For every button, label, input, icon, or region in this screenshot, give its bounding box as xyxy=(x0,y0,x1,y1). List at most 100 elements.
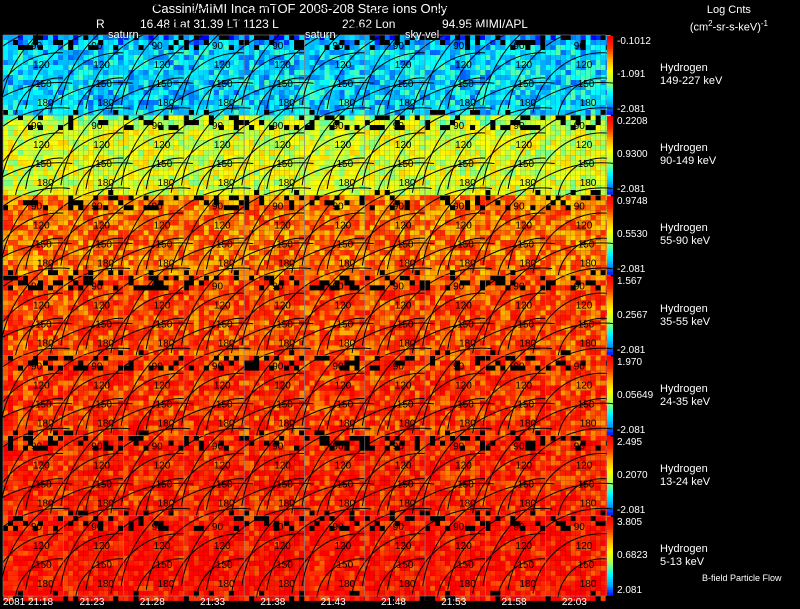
pixel xyxy=(374,105,380,110)
pixel xyxy=(299,65,305,70)
pixel xyxy=(369,55,375,60)
pixel xyxy=(550,80,556,85)
pixel xyxy=(148,80,154,85)
pixel xyxy=(384,120,390,126)
pixel xyxy=(193,100,199,105)
pixel xyxy=(233,110,239,115)
pixel xyxy=(178,135,184,141)
pixel xyxy=(58,215,63,221)
pixel xyxy=(329,45,335,50)
pixel xyxy=(198,185,204,191)
pixel xyxy=(575,80,581,85)
pixel xyxy=(440,150,446,156)
pixel xyxy=(440,45,446,50)
pixel xyxy=(168,40,174,45)
colorbar-step xyxy=(607,90,613,94)
pixel xyxy=(58,250,63,256)
pixel xyxy=(359,135,365,141)
pixel xyxy=(394,45,400,50)
pixel xyxy=(369,45,375,50)
pixel xyxy=(475,35,481,40)
pixel xyxy=(254,130,260,136)
pixel xyxy=(525,170,531,176)
pixel xyxy=(294,135,300,141)
pixel xyxy=(3,40,8,45)
pixel xyxy=(339,60,345,65)
pixel xyxy=(344,80,350,85)
pixel xyxy=(319,110,325,115)
pixel xyxy=(530,170,536,176)
pixel xyxy=(435,45,441,50)
pixel xyxy=(113,145,119,151)
contour-line xyxy=(376,77,427,117)
pixel xyxy=(173,145,179,151)
pixel xyxy=(78,150,84,156)
pixel xyxy=(349,60,355,65)
pixel xyxy=(440,190,446,196)
pixel xyxy=(274,70,280,75)
pixel xyxy=(595,115,601,121)
pixel xyxy=(108,95,114,100)
pixel xyxy=(259,120,265,126)
pixel xyxy=(319,185,325,191)
pixel xyxy=(505,160,511,166)
pixel xyxy=(48,125,53,131)
pixel xyxy=(178,145,184,151)
pixel xyxy=(163,35,169,40)
pixel xyxy=(565,70,571,75)
pixel xyxy=(314,175,320,181)
pixel xyxy=(329,155,335,161)
contour-line xyxy=(60,2,193,106)
pixel xyxy=(264,35,270,40)
contour-line xyxy=(266,27,372,109)
pixel xyxy=(515,55,521,60)
pixel xyxy=(138,120,144,126)
pixel xyxy=(284,55,290,60)
pixel xyxy=(203,75,209,80)
pixel xyxy=(284,50,290,55)
pixel xyxy=(354,135,360,141)
pixel xyxy=(254,160,260,166)
pixel xyxy=(48,75,53,80)
pixel xyxy=(228,65,234,70)
pixel xyxy=(153,115,159,121)
pixel xyxy=(500,120,506,126)
pixel xyxy=(590,35,596,40)
pixel xyxy=(595,100,601,105)
pixel xyxy=(399,40,405,45)
pixel xyxy=(374,45,380,50)
pixel xyxy=(374,150,380,156)
pixel xyxy=(430,190,436,196)
colorbar-step xyxy=(607,85,613,89)
pixel xyxy=(48,205,53,211)
pixel xyxy=(505,35,511,40)
pixel xyxy=(324,115,330,121)
pixel xyxy=(218,60,224,65)
pixel xyxy=(419,40,425,45)
pixel xyxy=(203,95,209,100)
contour-line xyxy=(557,77,608,117)
pixel xyxy=(18,240,23,246)
pixel xyxy=(304,145,310,151)
pixel xyxy=(460,90,466,95)
pixel xyxy=(565,110,571,115)
pixel xyxy=(389,60,395,65)
pixel xyxy=(510,185,516,191)
colorbar-step xyxy=(607,111,613,115)
pixel xyxy=(520,75,526,80)
pixel xyxy=(485,140,491,146)
pixel xyxy=(213,60,219,65)
pixel xyxy=(63,95,69,100)
pixel xyxy=(103,120,109,126)
pixel xyxy=(269,80,275,85)
pixel xyxy=(8,180,13,186)
pixel xyxy=(445,55,451,60)
pixel xyxy=(435,40,441,45)
pixel xyxy=(33,55,38,60)
pixel xyxy=(580,100,586,105)
pixel xyxy=(384,135,390,141)
pixel xyxy=(580,40,586,45)
pixel xyxy=(3,70,8,75)
pixel xyxy=(480,65,486,70)
colorbar-0 xyxy=(607,36,613,115)
